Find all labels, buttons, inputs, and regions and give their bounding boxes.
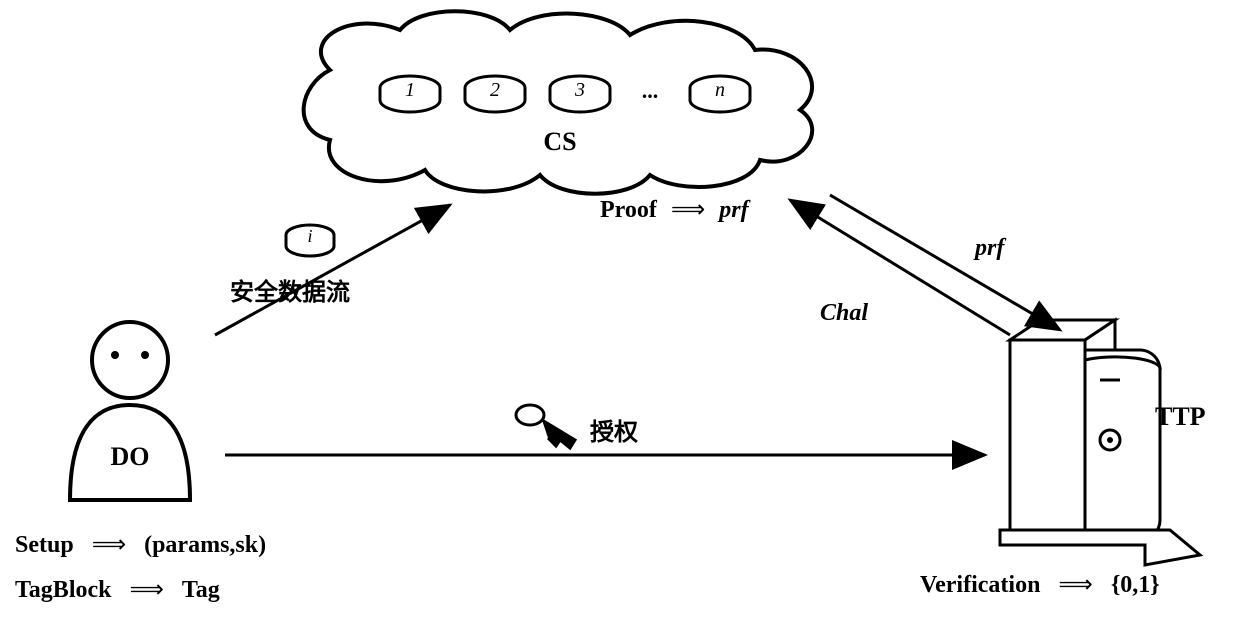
verify-line: Verification ⟹ {0,1} xyxy=(920,570,1160,599)
secure-data-stream-label: 安全数据流 xyxy=(230,272,350,307)
diagram-stage: 1 2 3 ... n CS DO xyxy=(0,0,1240,613)
user-do: DO xyxy=(70,322,190,500)
server-label: TTP xyxy=(1155,402,1206,431)
verify-arrow: ⟹ xyxy=(1058,572,1092,598)
setup-lhs: Setup xyxy=(15,532,74,558)
key-icon xyxy=(516,405,575,448)
cloud-cs: 1 2 3 ... n CS xyxy=(304,11,813,194)
proof-prf: prf xyxy=(719,197,748,223)
authorize-label: 授权 xyxy=(590,412,638,447)
server-ttp: TTP xyxy=(1000,320,1206,565)
diagram-svg: 1 2 3 ... n CS DO xyxy=(0,0,1240,613)
setup-arrow: ⟹ xyxy=(92,532,126,558)
prf-edge-label: prf xyxy=(975,235,1004,262)
setup-rhs: (params,sk) xyxy=(144,532,266,558)
cloud-disk-1: 1 xyxy=(380,76,440,112)
disk-label-2: 2 xyxy=(490,79,500,101)
upload-disk-label: i xyxy=(307,226,312,246)
tagblock-line: TagBlock ⟹ Tag xyxy=(15,575,220,604)
tagblock-arrow: ⟹ xyxy=(129,577,163,603)
tagblock-rhs: Tag xyxy=(182,577,220,603)
tagblock-lhs: TagBlock xyxy=(15,577,111,603)
proof-line: Proof ⟹ prf xyxy=(600,195,749,224)
cloud-disk-2: 2 xyxy=(465,76,525,112)
proof-word: Proof xyxy=(600,197,657,223)
cloud-ellipsis: ... xyxy=(642,78,659,103)
disk-label-3: 3 xyxy=(574,79,585,101)
chal-edge-label: Chal xyxy=(820,300,868,327)
cloud-label: CS xyxy=(543,127,576,156)
cloud-disk-3: 3 xyxy=(550,76,610,112)
verify-lhs: Verification xyxy=(920,572,1040,598)
upload-disk-i: i xyxy=(286,225,334,256)
setup-line: Setup ⟹ (params,sk) xyxy=(15,530,266,559)
user-label: DO xyxy=(111,442,150,471)
arrow-do-to-cs xyxy=(215,205,450,335)
cloud-disk-n: n xyxy=(690,76,750,112)
disk-label-n: n xyxy=(715,79,725,101)
verify-rhs: {0,1} xyxy=(1111,572,1160,598)
disk-label-1: 1 xyxy=(405,79,415,101)
proof-arrow: ⟹ xyxy=(671,197,705,223)
